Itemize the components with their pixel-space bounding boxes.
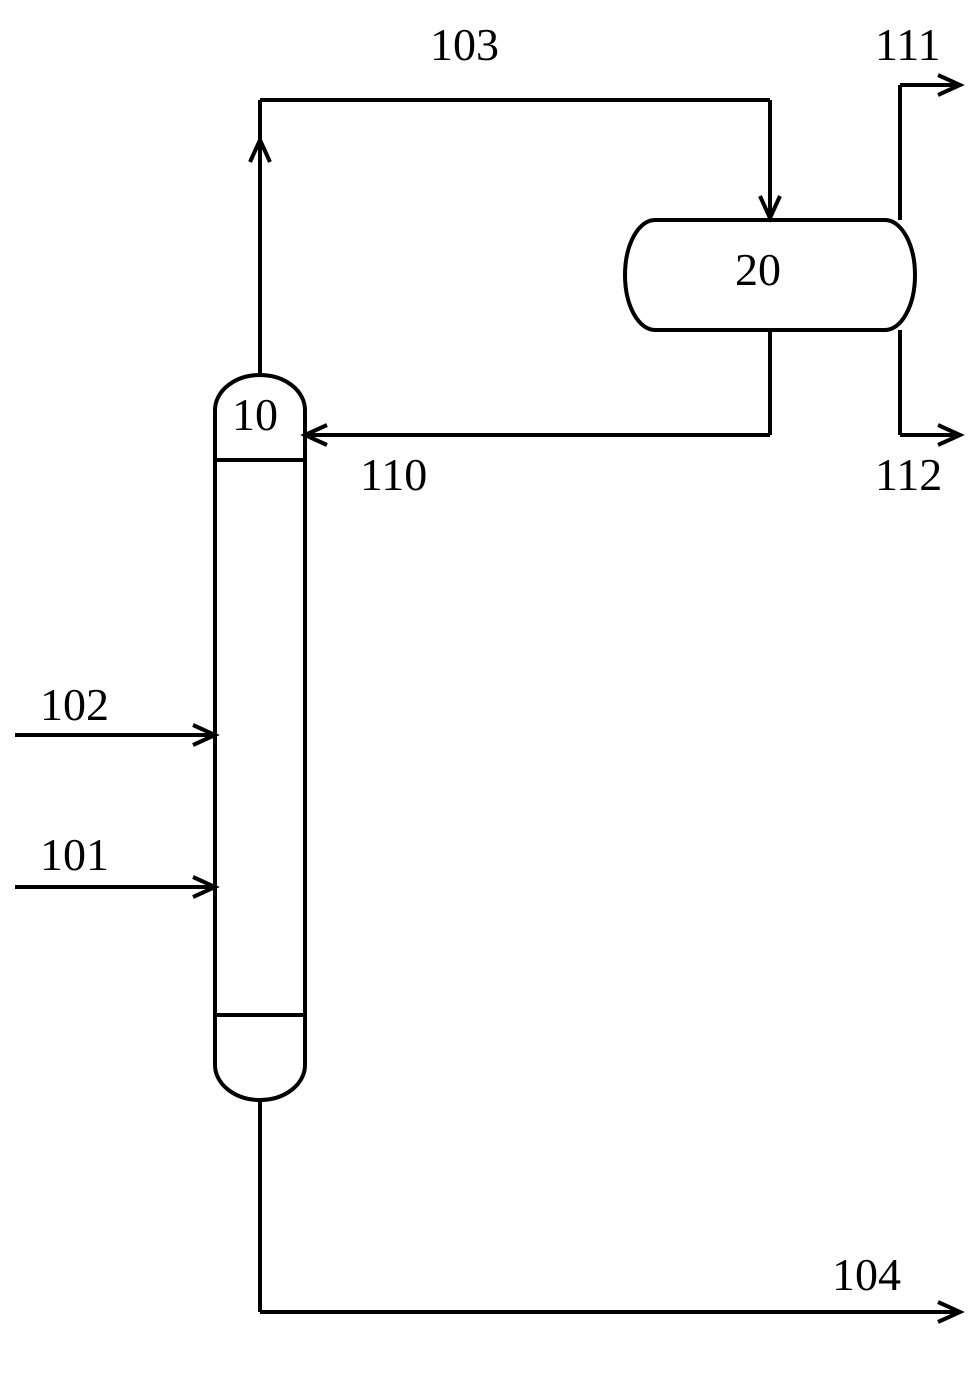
label-l20: 20 bbox=[735, 244, 781, 295]
column-bottom-cap bbox=[215, 1065, 305, 1100]
label-l104: 104 bbox=[832, 1249, 901, 1300]
drum-left-cap bbox=[625, 220, 655, 330]
label-l102: 102 bbox=[40, 679, 109, 730]
label-l10: 10 bbox=[232, 389, 278, 440]
label-l110: 110 bbox=[360, 449, 427, 500]
label-l101: 101 bbox=[40, 829, 109, 880]
label-l111: 111 bbox=[875, 19, 941, 70]
label-l112: 112 bbox=[875, 449, 942, 500]
label-l103: 103 bbox=[430, 19, 499, 70]
drum-right-cap bbox=[885, 220, 915, 330]
